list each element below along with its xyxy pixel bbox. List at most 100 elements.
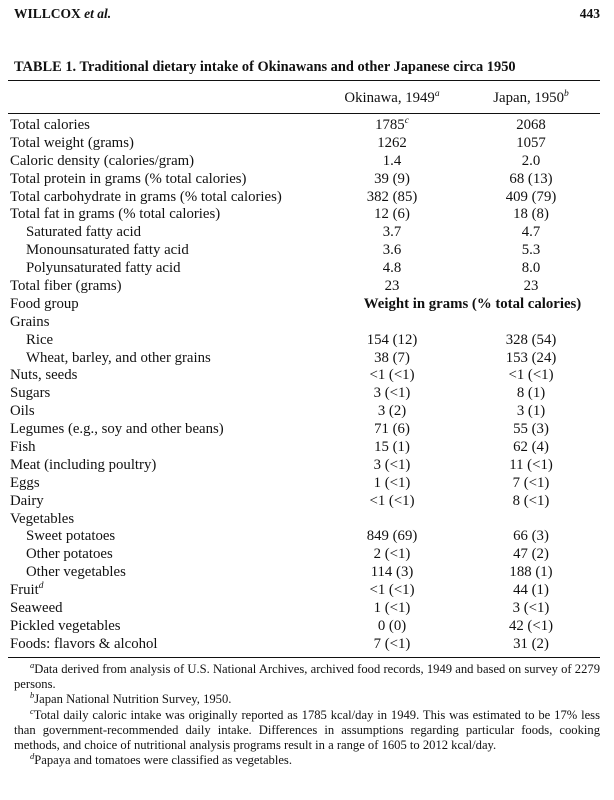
column-header-japan: Japan, 1950b xyxy=(493,89,569,106)
table-row-pickled-vegetables: Pickled vegetables 0 (0) 42 (<1) xyxy=(10,618,600,636)
table-row-seaweed: Seaweed 1 (<1) 3 (<1) xyxy=(10,600,600,618)
cell-japan: <1 (<1) xyxy=(508,367,554,384)
cell-japan: 18 (8) xyxy=(513,206,549,223)
cell-japan: 23 xyxy=(523,278,539,295)
row-label: Other potatoes xyxy=(26,546,113,563)
page-number: 443 xyxy=(579,6,600,21)
row-label: Total fat in grams (% total calories) xyxy=(10,206,221,223)
cell-japan: 2068 xyxy=(516,117,546,133)
table-row-saturated-fatty-acid: Saturated fatty acid 3.7 4.7 xyxy=(10,224,600,242)
cell-okinawa: 3.7 xyxy=(382,224,402,241)
row-label: Sugars xyxy=(10,385,51,402)
cell-japan: 188 (1) xyxy=(509,564,553,581)
row-label: Polyunsaturated fatty acid xyxy=(26,260,181,277)
row-label: Sweet potatoes xyxy=(26,528,116,545)
row-label: Dairy xyxy=(10,492,44,509)
cell-okinawa: 1785c xyxy=(375,116,409,133)
footnote-b: bJapan National Nutrition Survey, 1950. xyxy=(14,690,600,707)
table-row-polyunsaturated-fatty-acid: Polyunsaturated fatty acid 4.8 8.0 xyxy=(10,260,600,278)
cell-okinawa: 1 (<1) xyxy=(373,600,411,617)
table-row-fruit: Fruitd <1 (<1) 44 (1) xyxy=(10,581,600,600)
footnote-text: Total daily caloric intake was originall… xyxy=(14,707,600,753)
footnote-mark: b xyxy=(30,690,35,701)
row-label: Vegetables xyxy=(10,510,75,527)
cell-japan: 4.7 xyxy=(521,224,541,241)
table-row-wheat-barley-and-other-grains: Wheat, barley, and other grains 38 (7) 153… xyxy=(10,350,600,368)
cell-okinawa: 3.6 xyxy=(382,242,402,259)
cell-okinawa: 15 (1) xyxy=(374,439,410,456)
cell-japan: 2.0 xyxy=(521,152,541,169)
cell-okinawa: 1.4 xyxy=(382,152,402,169)
cell-japan: 7 (<1) xyxy=(512,474,550,491)
table-row-total-carbohydrate-in-grams-total-calories: Total carbohydrate in grams (% total cal… xyxy=(10,189,600,207)
row-label: Total weight (grams) xyxy=(10,134,134,151)
cell-okinawa: 114 (3) xyxy=(370,564,414,581)
table-row-total-weight-grams: Total weight (grams) 1262 1057 xyxy=(10,135,600,153)
row-label: Total fiber (grams) xyxy=(10,278,122,295)
table-row-foods-flavors-alcohol: Foods: flavors & alcohol 7 (<1) 31 (2) xyxy=(10,636,600,654)
cell-japan: 8.0 xyxy=(521,260,541,277)
table-row-total-fiber-grams: Total fiber (grams) 23 23 xyxy=(10,278,600,296)
cell-okinawa: 849 (69) xyxy=(366,528,418,545)
row-label: Other vegetables xyxy=(26,564,126,581)
row-label: Eggs xyxy=(10,474,40,491)
running-head: WILLCOX et al. 443 xyxy=(14,6,600,24)
table-row-grains: Grains xyxy=(10,314,600,332)
table-row-eggs: Eggs 1 (<1) 7 (<1) xyxy=(10,475,600,493)
footnote-text: Japan National Nutrition Survey, 1950. xyxy=(34,692,232,707)
units-subheader: Weight in grams (% total calories) xyxy=(363,295,582,312)
running-head-author: WILLCOX et al. xyxy=(14,6,112,21)
cell-okinawa: 382 (85) xyxy=(366,188,418,205)
table-header-rule xyxy=(8,113,600,114)
footnote-a: aData derived from analysis of U.S. Nati… xyxy=(14,659,600,692)
row-label: Meat (including poultry) xyxy=(10,456,157,473)
table-row-fish: Fish 15 (1) 62 (4) xyxy=(10,439,600,457)
cell-japan: 55 (3) xyxy=(513,421,549,438)
cell-okinawa: 3 (<1) xyxy=(373,456,411,473)
row-label: Fruitd xyxy=(10,581,44,599)
cell-okinawa: 3 (2) xyxy=(377,403,407,420)
table-row-food-group: Food group Weight in grams (% total calor… xyxy=(10,296,600,314)
cell-okinawa: 23 xyxy=(384,278,400,295)
footnote-mark: d xyxy=(30,751,35,762)
cell-japan: 62 (4) xyxy=(513,439,549,456)
row-label: Total carbohydrate in grams (% total cal… xyxy=(10,188,282,205)
row-label: Grains xyxy=(10,313,50,330)
table-row-rice: Rice 154 (12) 328 (54) xyxy=(10,332,600,350)
row-label: Food group xyxy=(10,295,79,312)
row-label: Saturated fatty acid xyxy=(26,224,142,241)
row-label: Rice xyxy=(26,331,54,348)
cell-japan: 42 (<1) xyxy=(508,617,554,634)
footnote-mark: d xyxy=(38,581,44,592)
footnote-mark: c xyxy=(404,116,409,127)
cell-okinawa: <1 (<1) xyxy=(369,367,415,384)
table-row-total-calories: Total calories 1785c 2068 xyxy=(10,116,600,135)
cell-japan: 47 (2) xyxy=(513,546,549,563)
cell-japan: 68 (13) xyxy=(509,170,553,187)
cell-okinawa: 154 (12) xyxy=(366,331,418,348)
footnote-c: cTotal daily caloric intake was original… xyxy=(14,705,600,754)
footnote-text: Data derived from analysis of U.S. Natio… xyxy=(14,662,600,692)
cell-japan: 8 (<1) xyxy=(512,492,550,509)
cell-okinawa: 1262 xyxy=(377,134,407,151)
cell-japan: 31 (2) xyxy=(513,635,549,652)
footnote-mark: c xyxy=(30,705,34,716)
cell-okinawa: <1 (<1) xyxy=(369,582,415,599)
footnote-text: Papaya and tomatoes were classified as v… xyxy=(34,753,292,768)
table-row-sweet-potatoes: Sweet potatoes 849 (69) 66 (3) xyxy=(10,528,600,546)
cell-japan: 8 (1) xyxy=(516,385,546,402)
cell-okinawa: 2 (<1) xyxy=(373,546,411,563)
table-row-dairy: Dairy <1 (<1) 8 (<1) xyxy=(10,493,600,511)
table-row-other-vegetables: Other vegetables 114 (3) 188 (1) xyxy=(10,564,600,582)
cell-japan: 3 (<1) xyxy=(512,600,550,617)
row-label: Nuts, seeds xyxy=(10,367,78,384)
cell-okinawa: 1 (<1) xyxy=(373,474,411,491)
table-top-rule xyxy=(8,80,600,81)
row-label: Fish xyxy=(10,439,36,456)
footnote-mark: a xyxy=(30,659,35,670)
cell-okinawa: 71 (6) xyxy=(374,421,410,438)
footnotes: aData derived from analysis of U.S. Nati… xyxy=(14,659,600,768)
row-label: Caloric density (calories/gram) xyxy=(10,152,195,169)
table-caption: TABLE 1. Traditional dietary intake of O… xyxy=(14,59,516,75)
row-label: Oils xyxy=(10,403,35,420)
